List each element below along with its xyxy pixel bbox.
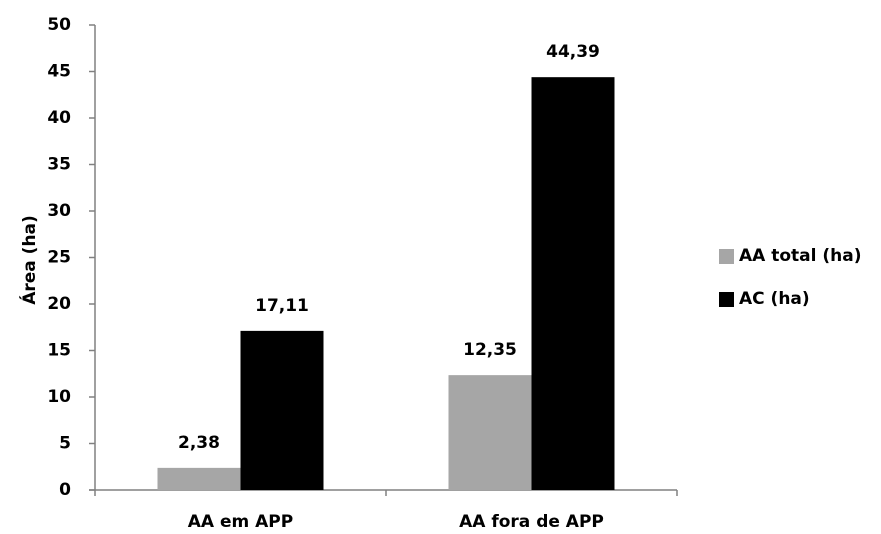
y-tick-label: 30 (47, 201, 71, 221)
legend-label: AA total (ha) (739, 246, 862, 266)
y-tick-label: 10 (47, 387, 71, 407)
y-tick-label: 20 (47, 294, 71, 314)
data-labels: 2,38 17,11 12,35 44,39 (178, 42, 600, 453)
legend-swatch (719, 292, 734, 307)
y-tick-label: 45 (47, 62, 71, 82)
category-label: AA fora de APP (459, 512, 604, 532)
y-tick-label: 5 (59, 434, 71, 454)
y-tick-label: 15 (47, 341, 71, 361)
category-label: AA em APP (188, 512, 293, 532)
data-label: 2,38 (178, 433, 220, 453)
y-tick-label: 0 (59, 480, 71, 500)
y-tick-label: 50 (47, 15, 71, 35)
data-label: 44,39 (546, 42, 600, 62)
bar (157, 467, 241, 490)
y-tick-label: 35 (47, 155, 71, 175)
legend-swatch (719, 249, 734, 264)
bar (448, 375, 532, 490)
axes: 0 5 10 15 20 25 30 35 40 45 50 AA em APP AA fora de … (47, 15, 678, 532)
y-axis-label: Área (ha) (18, 215, 40, 305)
bar (240, 330, 324, 490)
legend-label: AC (ha) (739, 289, 810, 309)
bar (531, 77, 615, 490)
data-label: 12,35 (463, 340, 517, 360)
bars (157, 77, 615, 490)
y-tick-label: 25 (47, 248, 71, 268)
y-tick-label: 40 (47, 108, 71, 128)
legend: AA total (ha) AC (ha) (719, 246, 862, 309)
data-label: 17,11 (255, 296, 309, 316)
